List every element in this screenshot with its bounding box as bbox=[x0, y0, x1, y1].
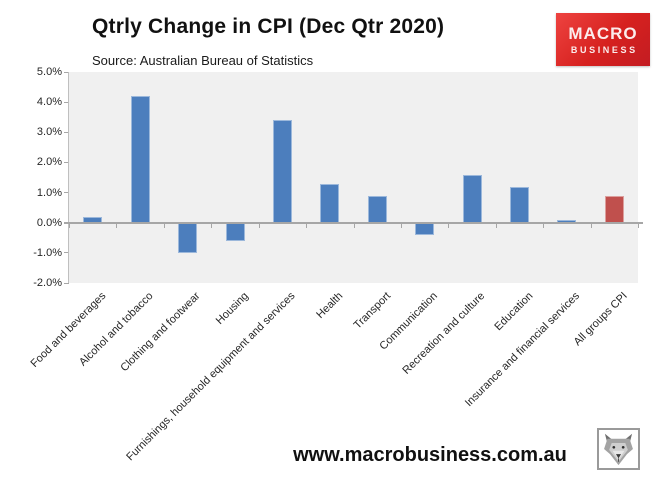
x-axis-tick bbox=[496, 223, 497, 228]
x-axis-tick bbox=[164, 223, 165, 228]
wolf-icon bbox=[597, 428, 640, 470]
chart-bar bbox=[367, 195, 387, 223]
chart-bar bbox=[320, 183, 340, 223]
x-axis-category-label: Furnishings, household equipment and ser… bbox=[124, 290, 298, 464]
chart-bar bbox=[178, 222, 197, 253]
x-axis-tick bbox=[306, 223, 307, 228]
website-url: www.macrobusiness.com.au bbox=[293, 444, 567, 466]
y-axis-tick-label: 0.0% bbox=[36, 216, 62, 229]
x-axis-category-label: Food and beverages bbox=[28, 290, 109, 370]
x-axis-category-label: Transport bbox=[351, 290, 393, 332]
y-axis-tick bbox=[64, 252, 69, 254]
chart-bar bbox=[272, 120, 292, 223]
y-axis-tick bbox=[64, 101, 69, 103]
y-axis-tick-label: 2.0% bbox=[36, 156, 62, 169]
x-axis-category-label: Health bbox=[314, 290, 346, 321]
x-axis-tick bbox=[543, 223, 544, 228]
y-axis-tick-label: 5.0% bbox=[36, 66, 62, 78]
chart-bar bbox=[604, 195, 624, 223]
macrobusiness-logo-line2: BUSINESS bbox=[570, 44, 638, 55]
x-axis-tick bbox=[448, 223, 449, 228]
x-axis-tick bbox=[116, 223, 117, 228]
y-axis-tick-label: -2.0% bbox=[33, 277, 62, 289]
x-axis-category-label: Housing bbox=[213, 290, 251, 328]
x-axis-tick bbox=[401, 223, 402, 228]
x-axis-category-label: Education bbox=[491, 290, 535, 334]
y-axis-tick bbox=[64, 161, 69, 163]
chart-title: Qtrly Change in CPI (Dec Qtr 2020) bbox=[92, 15, 445, 38]
y-axis-tick bbox=[64, 282, 69, 284]
x-axis-tick bbox=[638, 223, 639, 228]
x-axis-category-label: Clothing and footwear bbox=[118, 290, 203, 375]
y-axis-tick bbox=[64, 71, 69, 73]
macrobusiness-logo-line1: MACRO bbox=[568, 23, 638, 43]
x-axis-tick bbox=[259, 223, 260, 228]
chart-bar bbox=[462, 174, 482, 223]
chart-bar bbox=[510, 186, 529, 223]
y-axis-tick bbox=[64, 131, 69, 133]
y-axis-tick-label: 1.0% bbox=[36, 186, 62, 199]
x-axis-tick bbox=[591, 223, 592, 228]
chart-bar bbox=[130, 96, 150, 223]
y-axis-line bbox=[68, 72, 69, 283]
chart-source-note: Source: Australian Bureau of Statistics bbox=[92, 53, 314, 68]
x-axis-tick bbox=[354, 223, 355, 228]
chart-bar bbox=[225, 222, 245, 241]
x-axis-tick bbox=[211, 223, 212, 228]
x-axis-category-label: Recreation and culture bbox=[400, 290, 488, 377]
plot-area bbox=[69, 72, 638, 283]
wolf-head-graphic bbox=[604, 433, 633, 466]
y-axis-tick-label: 4.0% bbox=[36, 96, 62, 109]
x-axis-zero-line bbox=[64, 221, 643, 224]
macrobusiness-logo: MACRO BUSINESS bbox=[556, 13, 650, 66]
y-axis-tick-label: -1.0% bbox=[33, 246, 62, 259]
x-axis-tick bbox=[69, 223, 70, 228]
y-axis-tick bbox=[64, 192, 69, 194]
y-axis-tick-label: 3.0% bbox=[36, 126, 62, 139]
chart-bar bbox=[415, 222, 435, 235]
